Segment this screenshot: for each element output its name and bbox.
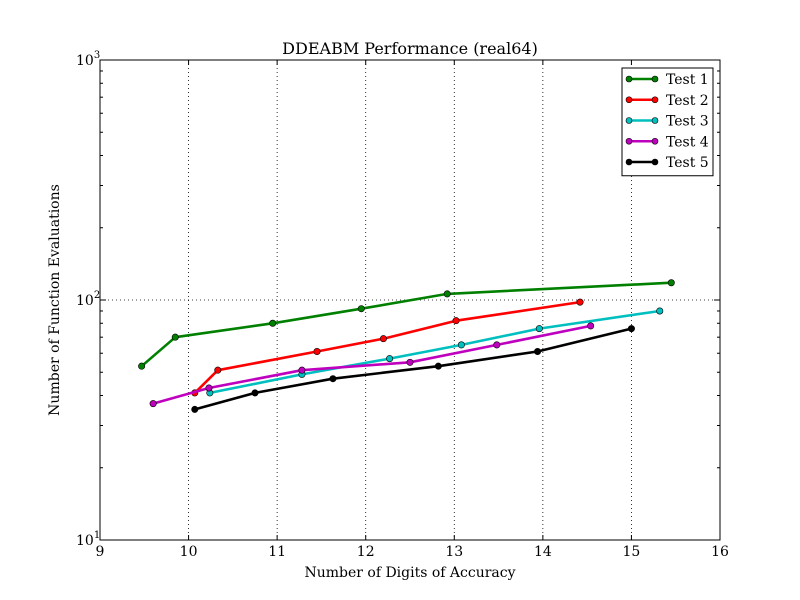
data-point — [587, 322, 595, 330]
axis-ticks: 9 10 11 12 13 14 15 16 101 102 103 — [76, 50, 729, 560]
series-test-5 — [191, 325, 635, 413]
series-line — [209, 309, 660, 395]
legend-marker — [625, 137, 633, 145]
data-point — [452, 317, 460, 325]
legend-item: Test 1 — [625, 72, 709, 88]
series-test-4 — [149, 322, 595, 408]
legend-marker — [625, 117, 633, 124]
legend-label: Test 4 — [666, 134, 709, 150]
x-tick-label: 9 — [96, 544, 105, 560]
series-line — [152, 324, 591, 405]
series-test-3 — [206, 307, 664, 397]
legend-marker — [651, 158, 659, 166]
legend-marker — [651, 117, 659, 124]
legend-item: Test 5 — [625, 155, 709, 171]
legend-marker — [625, 75, 633, 83]
data-point — [379, 335, 387, 343]
data-point — [406, 358, 414, 366]
x-tick-label: 12 — [357, 544, 375, 560]
y-axis-label: Number of Function Evaluations — [47, 184, 63, 416]
y-tick-label: 102 — [76, 290, 100, 309]
legend-box — [621, 67, 714, 177]
legend-label: Test 5 — [666, 155, 709, 171]
data-point — [457, 341, 465, 349]
legend-label: Test 2 — [666, 93, 709, 109]
data-point — [534, 348, 542, 356]
legend-item: Test 4 — [625, 134, 709, 150]
data-point — [443, 290, 451, 298]
y-tick-label: 103 — [76, 50, 100, 69]
data-point — [171, 333, 179, 341]
x-axis-label: Number of Digits of Accuracy — [304, 565, 515, 581]
legend-label: Test 1 — [666, 72, 709, 88]
legend-item: Test 3 — [625, 114, 709, 130]
legend-marker — [651, 96, 659, 104]
data-point — [535, 325, 543, 333]
chart-title: DDEABM Performance (real64) — [282, 39, 538, 58]
data-point — [149, 400, 157, 408]
x-tick-label: 11 — [268, 544, 286, 560]
data-point — [627, 325, 635, 333]
x-tick-label: 16 — [711, 544, 729, 560]
data-point — [357, 305, 365, 313]
data-point — [329, 375, 337, 383]
data-point — [386, 355, 394, 363]
series-test-1 — [138, 279, 675, 370]
legend-item: Test 2 — [625, 93, 709, 109]
data-point — [493, 341, 501, 349]
data-point — [667, 279, 675, 287]
y-tick-label: 101 — [76, 530, 100, 549]
series-layer — [138, 279, 675, 413]
x-tick-label: 10 — [180, 544, 198, 560]
legend-marker — [625, 158, 633, 166]
grid-lines — [100, 60, 720, 540]
data-point — [214, 366, 222, 374]
data-point — [191, 405, 199, 413]
legend-marker — [625, 96, 633, 104]
x-tick-label: 15 — [623, 544, 641, 560]
data-point — [269, 319, 277, 327]
data-point — [298, 366, 306, 374]
series-line — [193, 300, 581, 394]
data-point — [138, 362, 146, 370]
legend-marker — [651, 137, 659, 145]
data-point — [576, 298, 584, 306]
legend-label: Test 3 — [666, 114, 709, 130]
data-point — [656, 307, 664, 315]
x-tick-label: 14 — [534, 544, 552, 560]
data-point — [313, 348, 321, 356]
data-point — [251, 389, 259, 397]
x-tick-label: 13 — [445, 544, 463, 560]
legend-marker — [651, 75, 659, 83]
series-line — [194, 327, 632, 411]
series-line — [140, 281, 672, 368]
data-point — [434, 362, 442, 370]
data-point — [205, 384, 213, 392]
legend: Test 1 Test 2 Test 3 Test 4 Test 5 — [621, 67, 714, 177]
